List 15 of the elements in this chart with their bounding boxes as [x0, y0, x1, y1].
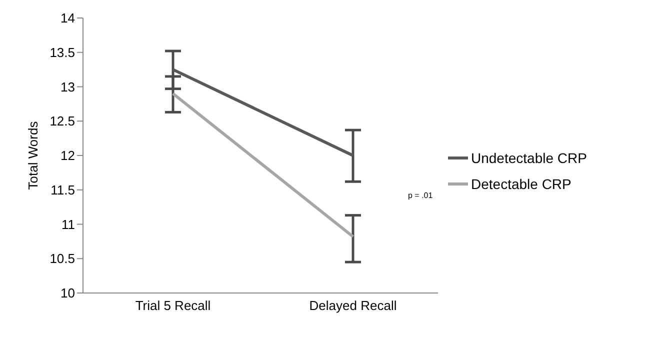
y-tick-label: 10.5 [50, 251, 75, 266]
y-tick-label: 11 [62, 216, 75, 232]
y-tick-label: 14 [60, 10, 75, 26]
y-tick-label: 11.5 [50, 182, 75, 198]
y-tick-label: 10 [60, 286, 75, 301]
y-tick-label: 12.5 [50, 114, 75, 129]
y-axis-title: Total Words [26, 120, 41, 190]
y-tick-label: 12 [60, 148, 75, 164]
x-tick-label: Trial 5 Recall [135, 298, 211, 314]
y-tick-label: 13.5 [50, 44, 75, 60]
annotation: p = .01 [408, 191, 434, 200]
legend-label: Undetectable CRP [471, 148, 587, 168]
y-tick-label: 13 [60, 79, 75, 94]
legend-label: Detectable CRP [471, 174, 572, 194]
x-tick-label: Delayed Recall [309, 298, 397, 314]
